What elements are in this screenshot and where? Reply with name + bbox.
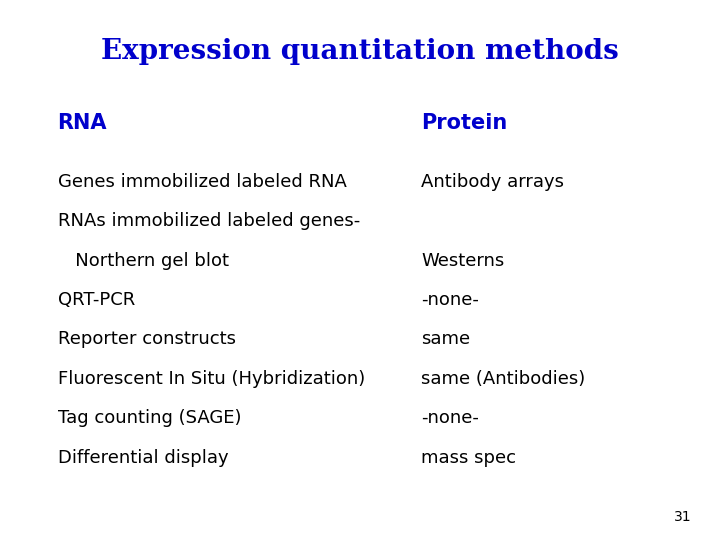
Text: Northern gel blot: Northern gel blot (58, 252, 229, 269)
Text: Fluorescent In Situ (Hybridization): Fluorescent In Situ (Hybridization) (58, 370, 365, 388)
Text: Westerns: Westerns (421, 252, 505, 269)
Text: Genes immobilized labeled RNA: Genes immobilized labeled RNA (58, 173, 346, 191)
Text: Reporter constructs: Reporter constructs (58, 330, 235, 348)
Text: Differential display: Differential display (58, 449, 228, 467)
Text: same (Antibodies): same (Antibodies) (421, 370, 585, 388)
Text: QRT-PCR: QRT-PCR (58, 291, 135, 309)
Text: Expression quantitation methods: Expression quantitation methods (101, 38, 619, 65)
Text: RNA: RNA (58, 113, 107, 133)
Text: -none-: -none- (421, 291, 479, 309)
Text: -none-: -none- (421, 409, 479, 427)
Text: Antibody arrays: Antibody arrays (421, 173, 564, 191)
Text: 31: 31 (674, 510, 691, 524)
Text: RNAs immobilized labeled genes-: RNAs immobilized labeled genes- (58, 212, 360, 230)
Text: Tag counting (SAGE): Tag counting (SAGE) (58, 409, 241, 427)
Text: Protein: Protein (421, 113, 508, 133)
Text: mass spec: mass spec (421, 449, 516, 467)
Text: same: same (421, 330, 470, 348)
